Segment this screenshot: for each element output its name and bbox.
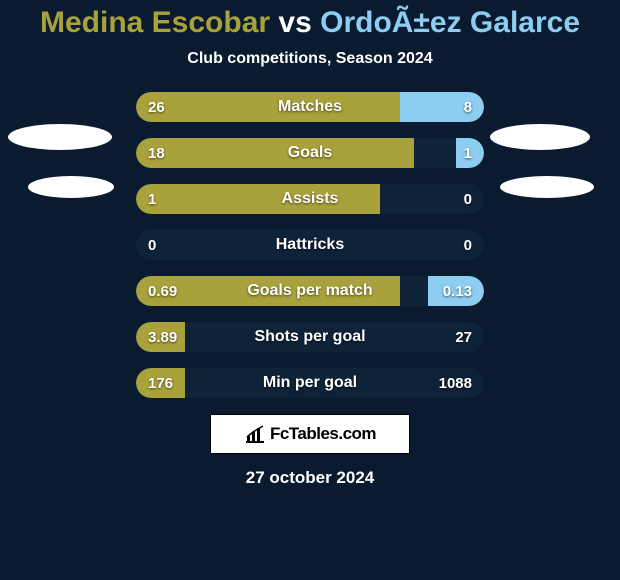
stat-row-value-right: 0 <box>452 184 484 214</box>
page-title: Medina Escobar vs OrdoÃ±ez Galarce <box>0 0 620 40</box>
stat-row-value-left: 1 <box>136 184 168 214</box>
title-left-name: Medina Escobar <box>40 6 270 39</box>
stat-row: 10Assists <box>136 184 484 214</box>
date-text: 27 october 2024 <box>0 468 620 488</box>
stat-row-track <box>136 230 484 260</box>
stat-row-value-right: 1088 <box>427 368 484 398</box>
decorative-ellipse <box>490 124 590 150</box>
title-vs: vs <box>270 6 320 39</box>
stat-row-value-left: 0.69 <box>136 276 189 306</box>
stat-row-value-right: 0.13 <box>431 276 484 306</box>
stat-row-value-right: 8 <box>452 92 484 122</box>
stat-row-value-left: 18 <box>136 138 177 168</box>
stat-row-value-right: 27 <box>443 322 484 352</box>
stat-row: 268Matches <box>136 92 484 122</box>
subtitle: Club competitions, Season 2024 <box>0 50 620 68</box>
footer-brand-text: FcTables.com <box>270 424 376 444</box>
title-right-name: OrdoÃ±ez Galarce <box>320 6 580 39</box>
stat-row: 3.8927Shots per goal <box>136 322 484 352</box>
chart-icon <box>244 424 266 444</box>
stat-row: 0.690.13Goals per match <box>136 276 484 306</box>
stat-rows: 268Matches181Goals10Assists00Hattricks0.… <box>136 92 484 398</box>
stat-row-value-right: 1 <box>452 138 484 168</box>
stat-row-value-left: 3.89 <box>136 322 189 352</box>
stat-row: 181Goals <box>136 138 484 168</box>
stat-row-value-left: 26 <box>136 92 177 122</box>
stat-row: 00Hattricks <box>136 230 484 260</box>
stat-row-value-right: 0 <box>452 230 484 260</box>
stat-row-fill-left <box>136 184 380 214</box>
stat-row-fill-left <box>136 138 414 168</box>
decorative-ellipse <box>500 176 594 198</box>
decorative-ellipse <box>8 124 112 150</box>
decorative-ellipse <box>28 176 114 198</box>
stat-row: 1761088Min per goal <box>136 368 484 398</box>
footer-badge[interactable]: FcTables.com <box>210 414 410 454</box>
stat-row-value-left: 176 <box>136 368 185 398</box>
stat-row-value-left: 0 <box>136 230 168 260</box>
